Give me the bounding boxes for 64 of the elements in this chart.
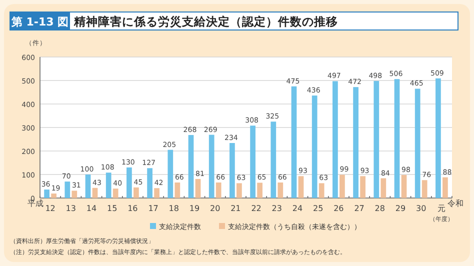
- bar: [174, 182, 180, 198]
- bar: [147, 168, 152, 198]
- bar: [92, 188, 98, 198]
- x-tick-label: 25: [313, 204, 324, 213]
- x-tick-label: 13: [66, 204, 76, 213]
- x-tick-label: 23: [272, 204, 282, 213]
- bar: [332, 81, 338, 198]
- x-tick-label: 29: [395, 204, 406, 213]
- bar: [298, 176, 304, 198]
- x-tick-label: 元: [438, 204, 446, 213]
- annotation: 平成: [27, 199, 44, 208]
- bar: [230, 143, 235, 198]
- bar: [208, 134, 214, 198]
- text: 第 1-13 図: [10, 16, 69, 28]
- bar: [380, 178, 386, 198]
- x-tick-label: 30: [416, 204, 426, 213]
- x-tick-label: 24: [292, 204, 303, 213]
- bar: [353, 87, 358, 198]
- bar: [126, 167, 132, 198]
- bar: [422, 180, 428, 198]
- bar: [106, 172, 112, 198]
- chart-title: 精神障害に係る労災支給決定（認定）件数の推移: [73, 14, 338, 28]
- bar: [168, 150, 174, 198]
- bar: [318, 183, 324, 198]
- bar: [188, 135, 194, 198]
- bar: [64, 182, 70, 198]
- x-tick-label: 27: [354, 204, 364, 213]
- x-tick-label: 17: [148, 204, 158, 213]
- bar: [394, 79, 400, 198]
- bar: [374, 80, 380, 198]
- bar: [291, 86, 297, 198]
- bar: [154, 188, 160, 198]
- x-tick-label: 15: [107, 204, 118, 213]
- bar: [195, 178, 201, 198]
- x-tick-label: 26: [334, 204, 344, 213]
- bar: [270, 122, 276, 198]
- bar: [401, 174, 407, 198]
- bar: [340, 174, 345, 198]
- bar: [250, 126, 256, 198]
- bar: [134, 187, 139, 198]
- x-tick-label: 18: [168, 204, 179, 213]
- x-tick-label: 16: [128, 204, 138, 213]
- bar: [85, 174, 91, 198]
- x-tick-label: 14: [86, 204, 97, 213]
- bar: [414, 88, 420, 198]
- bar: [51, 194, 56, 198]
- bar: [278, 182, 284, 198]
- bar: [312, 96, 318, 198]
- annotation: 令和: [448, 199, 464, 208]
- bar: [257, 182, 262, 198]
- x-tick-label: 22: [251, 204, 262, 213]
- bar: [442, 177, 448, 198]
- bar: [360, 176, 366, 198]
- bar: [236, 183, 242, 198]
- bar: [436, 78, 441, 198]
- x-tick-label: 20: [210, 204, 220, 213]
- x-tick-label: 19: [189, 204, 200, 213]
- x-tick-label: 21: [230, 204, 241, 213]
- bar: [72, 190, 78, 198]
- bar: [112, 188, 118, 198]
- bar: [216, 182, 222, 198]
- x-tick-label: 12: [45, 204, 56, 213]
- x-tick-label: 28: [374, 204, 385, 213]
- bar: [44, 190, 50, 198]
